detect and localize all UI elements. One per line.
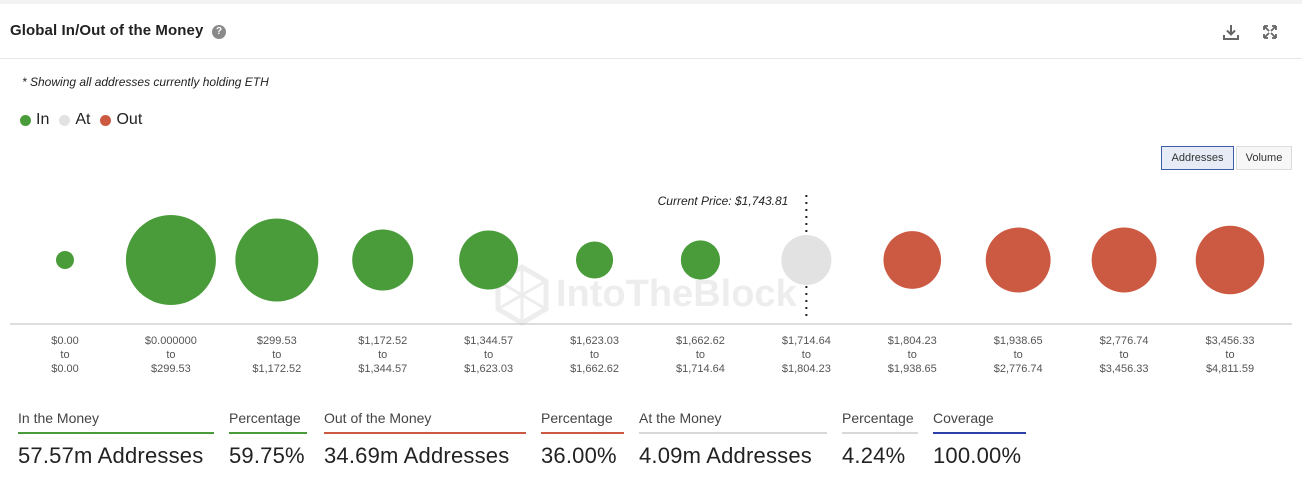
range-to-label: $1,714.64 — [676, 363, 725, 375]
range-connector-label: to — [1119, 349, 1128, 361]
range-from-label: $1,662.62 — [676, 335, 725, 347]
stat-out-of-the-money: Out of the Money 34.69m Addresses — [324, 410, 526, 469]
bubble-in-2[interactable] — [235, 218, 319, 302]
addresses-toggle-button[interactable]: Addresses — [1161, 146, 1234, 170]
stat-value: 100.00% — [933, 443, 1022, 468]
help-icon[interactable]: ? — [212, 25, 226, 39]
range-to-label: $1,344.57 — [358, 363, 407, 375]
range-from-label: $1,804.23 — [888, 335, 937, 347]
legend: In At Out — [20, 111, 152, 129]
stat-value: 36.00% — [541, 443, 617, 468]
stat-value: 34.69m Addresses — [324, 443, 510, 468]
download-icon[interactable] — [1221, 22, 1241, 42]
legend-dot-out — [100, 114, 112, 126]
watermark-text: IntoTheBlock — [556, 273, 798, 315]
stat-value: 57.57m Addresses — [18, 443, 204, 468]
legend-label-in: In — [36, 111, 50, 128]
current-price-label: Current Price: $1,743.81 — [658, 194, 789, 208]
volume-toggle-button[interactable]: Volume — [1236, 146, 1292, 170]
range-connector-label: to — [590, 349, 599, 361]
card-header: Global In/Out of the Money ? — [0, 4, 1302, 59]
stat-label: At the Money — [639, 410, 827, 434]
range-to-label: $4,811.59 — [1206, 363, 1254, 375]
bubble-in-3[interactable] — [352, 229, 414, 291]
range-connector-label: to — [272, 349, 281, 361]
stat-at-the-money: At the Money 4.09m Addresses — [639, 410, 827, 469]
range-to-label: $3,456.33 — [1100, 363, 1149, 375]
legend-label-out: Out — [116, 111, 143, 128]
stat-value: 4.09m Addresses — [639, 443, 812, 468]
stat-label: In the Money — [18, 410, 214, 434]
stat-in-percentage: Percentage 59.75% — [229, 410, 307, 469]
stat-value: 59.75% — [229, 443, 305, 468]
stat-label: Out of the Money — [324, 410, 526, 434]
stat-label: Percentage — [842, 410, 918, 434]
top-strip — [0, 0, 1302, 4]
bubble-in-6[interactable] — [680, 240, 721, 280]
legend-label-at: At — [75, 111, 91, 128]
bubble-in-5[interactable] — [575, 241, 614, 279]
range-from-label: $1,714.64 — [782, 335, 831, 347]
legend-item-in[interactable]: In — [20, 111, 49, 129]
range-connector-label: to — [696, 349, 705, 361]
bubble-in-0[interactable] — [56, 251, 74, 269]
range-from-label: $1,172.52 — [358, 335, 407, 347]
range-connector-label: to — [802, 349, 811, 361]
range-from-label: $1,623.03 — [570, 335, 619, 347]
range-from-label: $0.000000 — [145, 335, 197, 347]
bubble-chart: IntoTheBlock Current Price: $1,743.81 $0… — [10, 194, 1292, 375]
holding-note: * Showing all addresses currently holdin… — [22, 75, 269, 89]
stat-label: Percentage — [541, 410, 624, 434]
x-axis-labels: $0.00 to $0.00 $0.000000 to $299.53 $299.53 to $… — [51, 335, 1254, 375]
bubble-in-1[interactable] — [125, 215, 216, 305]
bubble-group — [56, 215, 1265, 305]
range-to-label: $299.53 — [151, 363, 191, 375]
watermark: IntoTheBlock — [495, 264, 798, 326]
legend-item-at[interactable]: At — [59, 111, 90, 129]
range-from-label: $1,938.65 — [994, 335, 1043, 347]
range-to-label: $2,776.74 — [994, 363, 1043, 375]
range-connector-label: to — [484, 349, 493, 361]
legend-dot-at — [59, 114, 71, 126]
range-connector-label: to — [908, 349, 917, 361]
range-from-label: $1,344.57 — [464, 335, 513, 347]
range-connector-label: to — [60, 349, 69, 361]
bubble-at-7[interactable] — [781, 234, 832, 286]
range-to-label: $1,662.62 — [570, 363, 619, 375]
chart-title: Global In/Out of the Money — [10, 22, 204, 39]
range-from-label: $2,776.74 — [1100, 335, 1149, 347]
bubble-out-9[interactable] — [985, 227, 1051, 293]
legend-item-out[interactable]: Out — [100, 111, 142, 129]
range-from-label: $299.53 — [257, 335, 297, 347]
stat-value: 4.24% — [842, 443, 906, 468]
stat-at-percentage: Percentage 4.24% — [842, 410, 918, 469]
legend-dot-in — [20, 114, 31, 126]
range-connector-label: to — [166, 349, 175, 361]
bubble-out-8[interactable] — [883, 231, 942, 289]
range-from-label: $3,456.33 — [1206, 335, 1255, 347]
range-connector-label: to — [378, 349, 387, 361]
range-to-label: $1,804.23 — [782, 363, 831, 375]
stat-label: Percentage — [229, 410, 307, 434]
range-to-label: $0.00 — [51, 363, 79, 375]
bubble-out-11[interactable] — [1195, 225, 1265, 295]
range-to-label: $1,623.03 — [464, 363, 513, 375]
expand-icon[interactable] — [1260, 22, 1280, 42]
bubble-out-10[interactable] — [1091, 227, 1157, 293]
range-connector-label: to — [1014, 349, 1023, 361]
bubble-in-4[interactable] — [459, 230, 519, 290]
stat-out-percentage: Percentage 36.00% — [541, 410, 624, 469]
stat-label: Coverage — [933, 410, 1026, 434]
stat-in-the-money: In the Money 57.57m Addresses — [18, 410, 214, 469]
range-to-label: $1,938.65 — [888, 363, 937, 375]
range-to-label: $1,172.52 — [252, 363, 301, 375]
stat-coverage: Coverage 100.00% — [933, 410, 1026, 469]
range-from-label: $0.00 — [51, 335, 79, 347]
range-connector-label: to — [1225, 349, 1234, 361]
